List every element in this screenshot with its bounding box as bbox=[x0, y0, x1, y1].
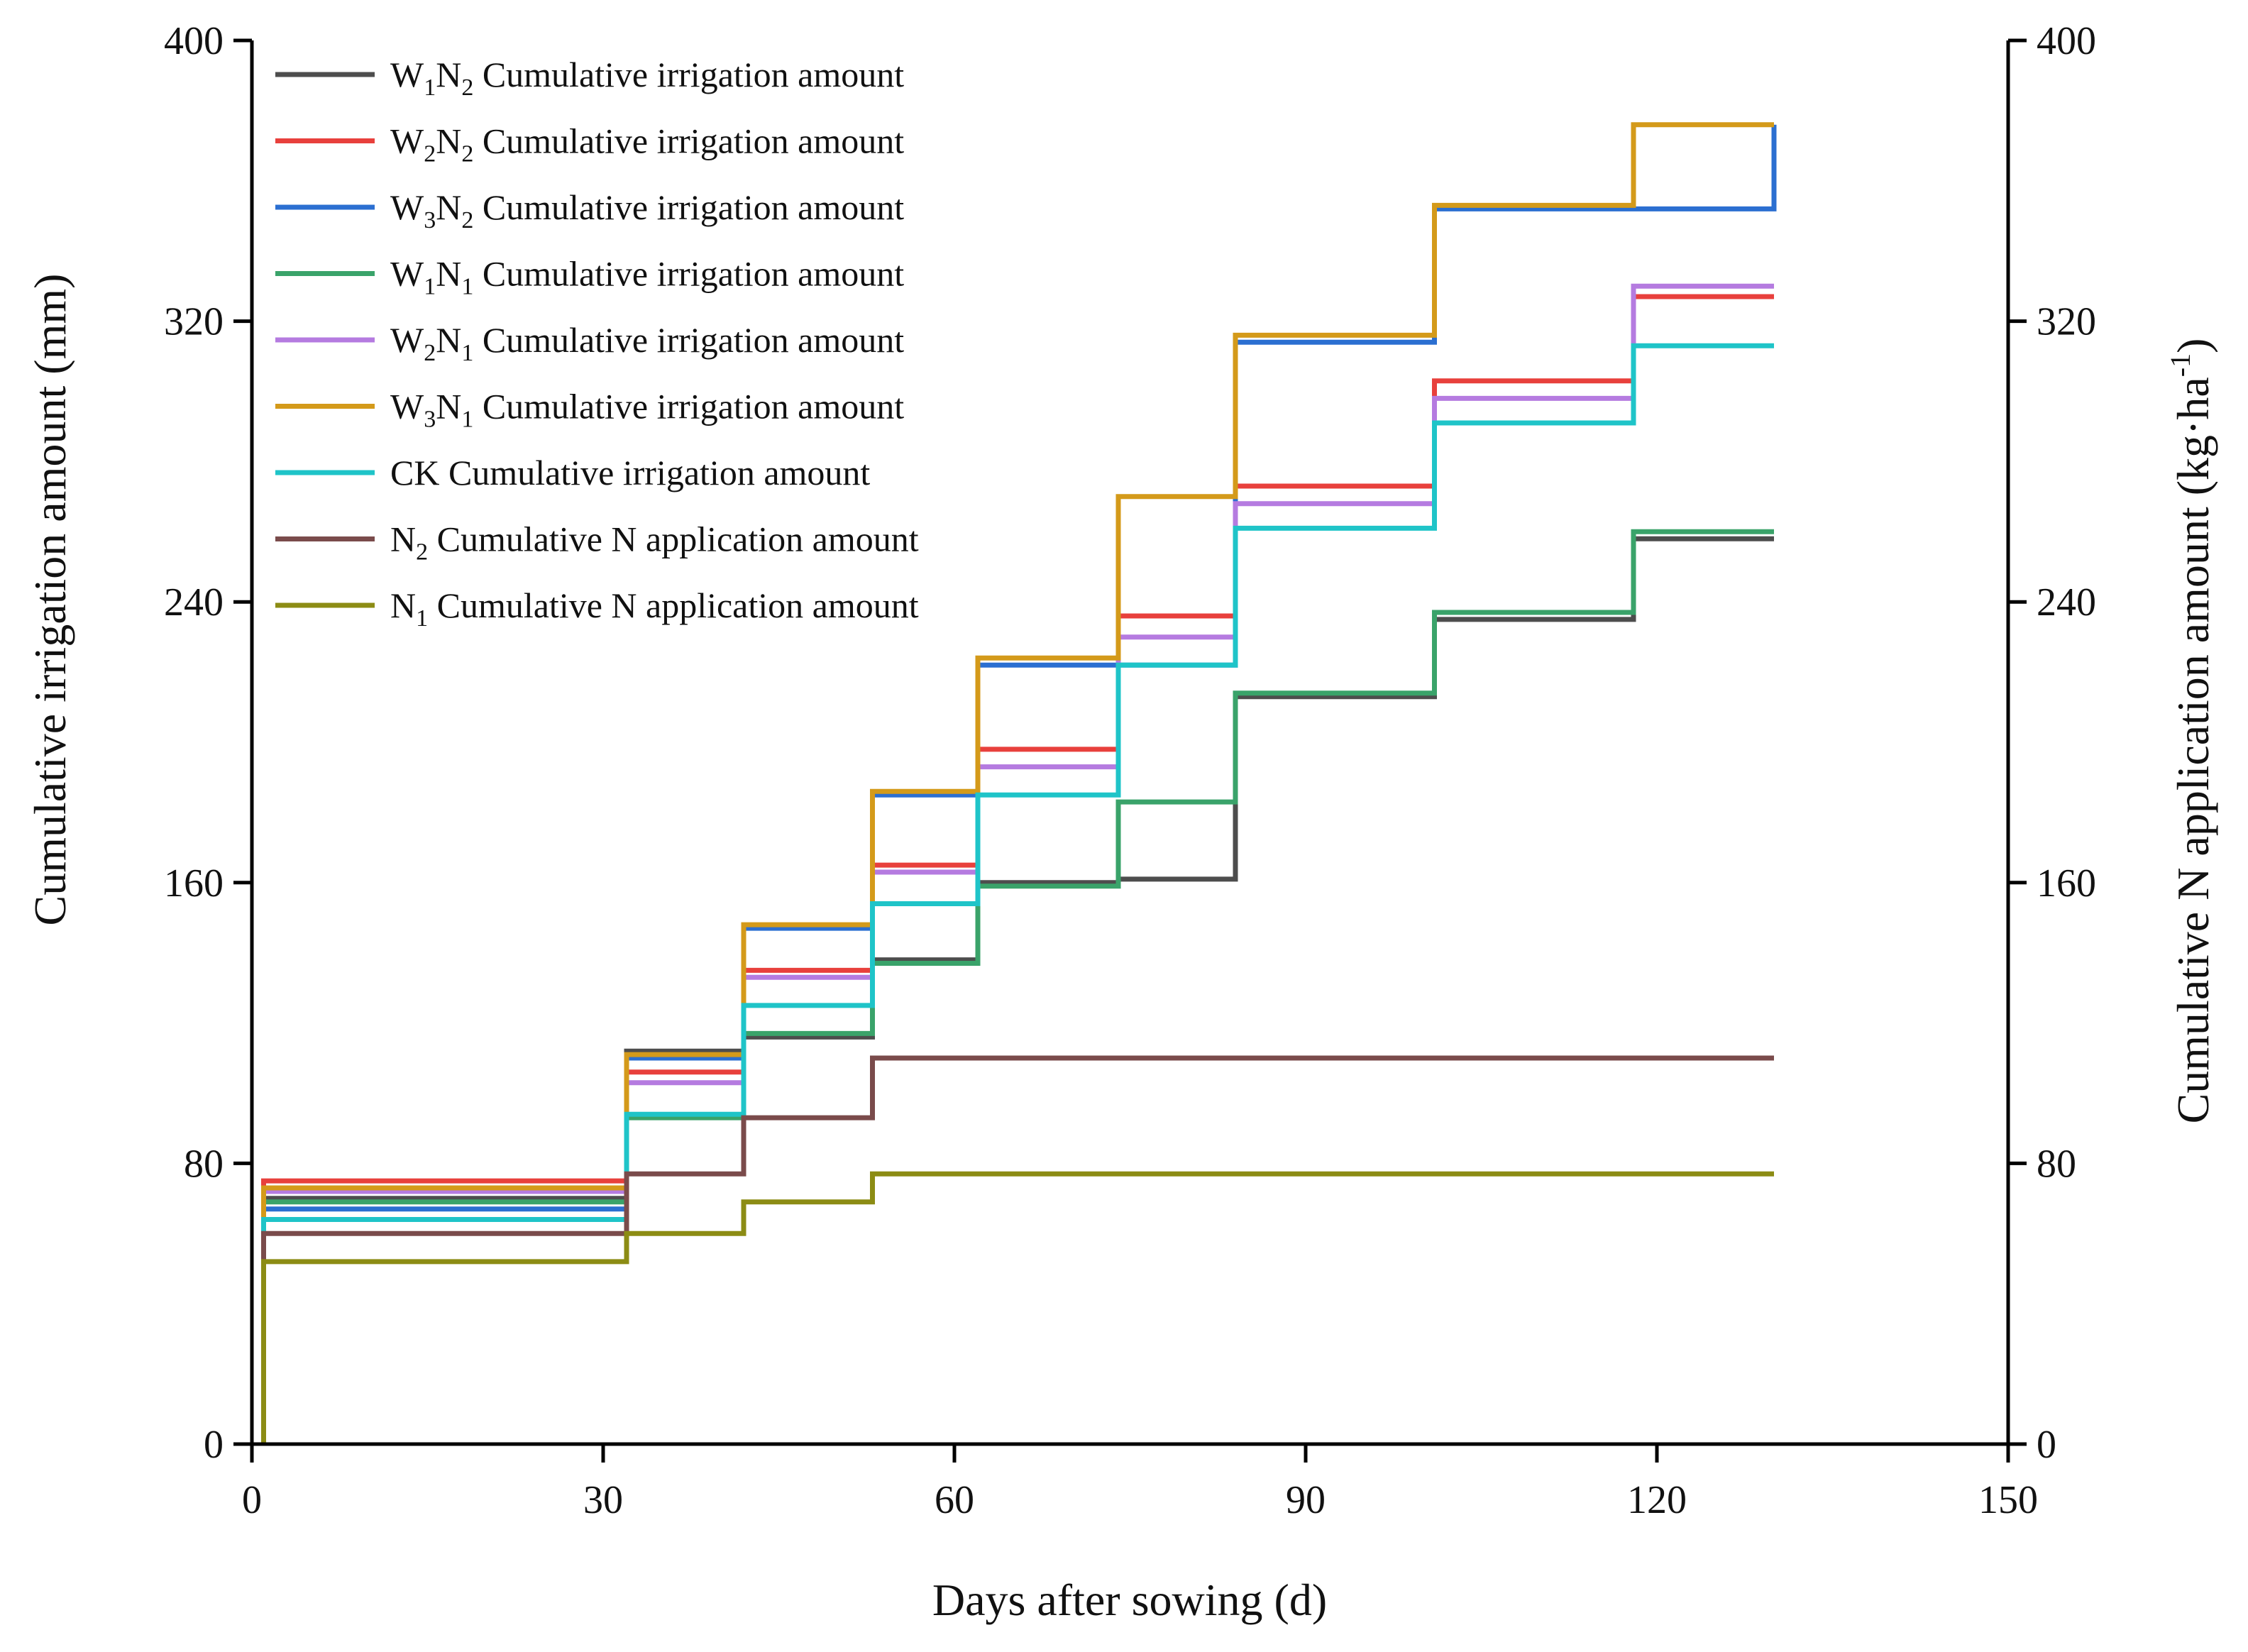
legend-label: N2 Cumulative N application amount bbox=[390, 519, 919, 566]
x-tick-label: 30 bbox=[583, 1478, 623, 1522]
legend-item: CK Cumulative irrigation amount bbox=[275, 453, 870, 492]
y2-tick-label: 400 bbox=[2037, 19, 2096, 63]
y-tick-label: 320 bbox=[164, 300, 224, 344]
legend-label: W3N2 Cumulative irrigation amount bbox=[390, 187, 904, 233]
legend-label: CK Cumulative irrigation amount bbox=[390, 453, 870, 492]
legend-label: W2N2 Cumulative irrigation amount bbox=[390, 121, 904, 167]
series-line-9 bbox=[261, 1171, 1774, 1444]
legend-label: W2N1 Cumulative irrigation amount bbox=[390, 320, 904, 366]
legend-item: W2N2 Cumulative irrigation amount bbox=[275, 121, 904, 167]
y2-axis-title-main: Cumulative N application amount (kg·ha bbox=[2168, 377, 2218, 1123]
x-tick-label: 150 bbox=[1978, 1478, 2038, 1522]
series-layer bbox=[261, 122, 1777, 1444]
y-tick-label: 160 bbox=[164, 861, 224, 905]
legend-item: W3N1 Cumulative irrigation amount bbox=[275, 387, 904, 433]
series-line-7 bbox=[261, 343, 1774, 1444]
y2-tick-label: 0 bbox=[2037, 1423, 2056, 1467]
y-axis-title: Cumulative irrigation amount (mm) bbox=[25, 274, 75, 926]
x-tick-label: 90 bbox=[1286, 1478, 1326, 1522]
legend-label: W1N2 Cumulative irrigation amount bbox=[390, 55, 904, 101]
legend-item: W1N2 Cumulative irrigation amount bbox=[275, 55, 904, 101]
y2-tick-label: 240 bbox=[2037, 580, 2096, 624]
series-line-6 bbox=[261, 122, 1774, 1444]
axes-layer bbox=[250, 40, 2010, 1446]
y2-axis-title-close: ) bbox=[2168, 338, 2218, 353]
legend-item: W1N1 Cumulative irrigation amount bbox=[275, 254, 904, 300]
x-tick-label: 0 bbox=[242, 1478, 262, 1522]
legend: W1N2 Cumulative irrigation amount W2N2 Cu… bbox=[275, 55, 919, 632]
ticks-layer: 0 30 60 90 120 150 0 80 160 240 320 400 0 80 160 240 320… bbox=[164, 19, 2096, 1522]
legend-item: W3N2 Cumulative irrigation amount bbox=[275, 187, 904, 233]
x-tick-label: 60 bbox=[935, 1478, 974, 1522]
y2-tick-label: 320 bbox=[2037, 300, 2096, 344]
y-tick-label: 240 bbox=[164, 580, 224, 624]
y2-axis-title: Cumulative N application amount (kg·ha-1… bbox=[2164, 338, 2218, 1124]
legend-label: W3N1 Cumulative irrigation amount bbox=[390, 387, 904, 433]
x-tick-label: 120 bbox=[1627, 1478, 1687, 1522]
y2-tick-label: 160 bbox=[2037, 861, 2096, 905]
series-line-4 bbox=[261, 529, 1774, 1444]
y2-axis-title-sup: -1 bbox=[2164, 353, 2196, 377]
y-tick-label: 80 bbox=[184, 1142, 224, 1186]
x-axis-title: Days after sowing (d) bbox=[932, 1575, 1327, 1625]
legend-item: N1 Cumulative N application amount bbox=[275, 585, 919, 632]
y-tick-label: 400 bbox=[164, 19, 224, 63]
legend-label: W1N1 Cumulative irrigation amount bbox=[390, 254, 904, 300]
y-tick-label: 0 bbox=[204, 1423, 224, 1467]
legend-item: N2 Cumulative N application amount bbox=[275, 519, 919, 566]
series-line-8 bbox=[261, 1055, 1774, 1444]
series-line-1 bbox=[261, 536, 1774, 1444]
legend-label: N1 Cumulative N application amount bbox=[390, 585, 919, 632]
legend-item: W2N1 Cumulative irrigation amount bbox=[275, 320, 904, 366]
y2-tick-label: 80 bbox=[2037, 1142, 2076, 1186]
